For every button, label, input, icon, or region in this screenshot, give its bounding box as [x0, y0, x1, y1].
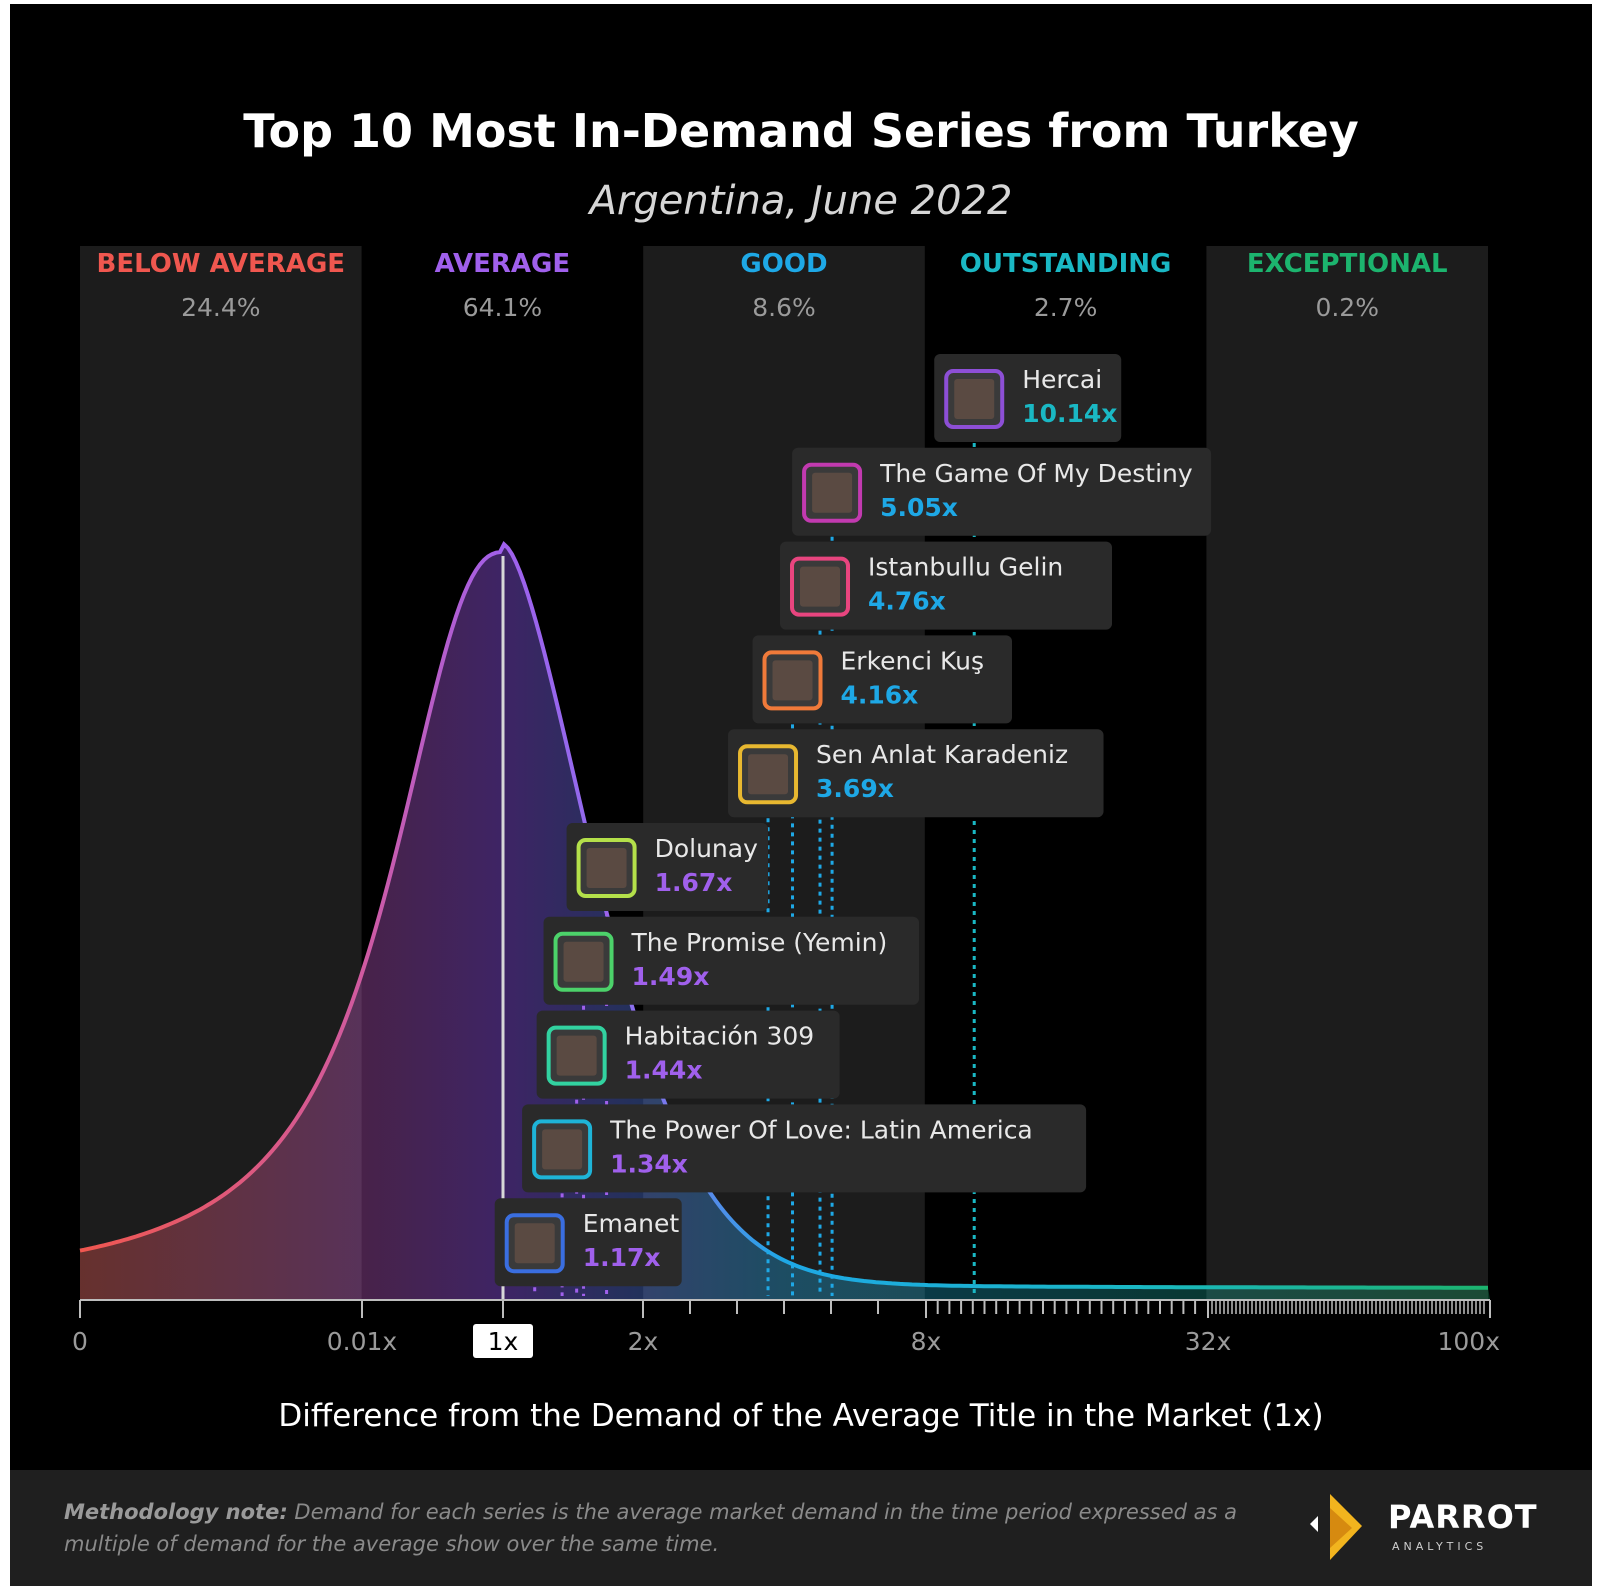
parrot-logo-icon: [1310, 1494, 1362, 1560]
thumbnail-image: [542, 1129, 583, 1170]
band-percent-average: 64.1%: [463, 293, 542, 322]
logo-subtitle: ANALYTICS: [1392, 1540, 1488, 1553]
demand-distribution-chart: BELOW AVERAGE 24.4% AVERAGE 64.1% GOOD 8.6% OU…: [72, 246, 1500, 1358]
thumbnail-image: [563, 941, 604, 982]
chart-card: Top 10 Most In-Demand Series from Turkey…: [10, 4, 1592, 1586]
thumbnail-image: [954, 379, 995, 419]
series-name-the-game-of-my-destiny: The Game Of My Destiny: [879, 459, 1193, 488]
card-bg: [522, 1104, 1087, 1193]
tick-label-0: 0: [72, 1327, 88, 1356]
thumbnail-image: [556, 1035, 597, 1076]
tick-label-0-01x: 0.01x: [327, 1327, 397, 1356]
tick-label-100x: 100x: [1437, 1327, 1500, 1356]
series-card-sen-anlat-karadeniz: Sen Anlat Karadeniz 3.69x: [728, 729, 1104, 818]
thumbnail-image: [748, 754, 789, 795]
thumbnail-image: [800, 566, 841, 607]
card-bg: [780, 541, 1113, 630]
band-bg-exceptional: [1206, 246, 1488, 1300]
distribution-curve: [79, 541, 1488, 1290]
chart-title: Top 10 Most In-Demand Series from Turkey: [243, 104, 1359, 158]
band-percent-exceptional: 0.2%: [1315, 293, 1379, 322]
series-name-the-power-of-love-latin-america: The Power Of Love: Latin America: [609, 1115, 1033, 1144]
series-card-the-game-of-my-destiny: The Game Of My Destiny 5.05x: [792, 447, 1212, 536]
series-value-the-promise-yemin: 1.49x: [632, 962, 710, 991]
thumbnail-image: [586, 848, 627, 888]
tick-label-2x: 2x: [628, 1327, 659, 1356]
series-name-dolunay: Dolunay: [655, 834, 759, 863]
band-label-good: GOOD: [740, 249, 827, 279]
series-value-erkenci-ku: 4.16x: [841, 680, 919, 709]
series-card-habitaci-n-309: Habitación 309 1.44x: [536, 1010, 840, 1099]
series-card-istanbullu-gelin: Istanbullu Gelin 4.76x: [780, 541, 1113, 630]
series-name-erkenci-ku: Erkenci Kuş: [841, 646, 985, 675]
chart-subtitle: Argentina, June 2022: [589, 178, 1013, 224]
footer: Methodology note: Demand for each series…: [10, 1470, 1592, 1586]
tick-label-32x: 32x: [1185, 1327, 1232, 1356]
series-card-hercai: Hercai 10.14x: [934, 354, 1122, 442]
series-value-habitaci-n-309: 1.44x: [625, 1056, 703, 1085]
series-value-sen-anlat-karadeniz: 3.69x: [816, 774, 894, 803]
distribution-area: [80, 544, 1490, 1300]
methodology-note: Methodology note: Demand for each series…: [64, 1496, 1264, 1560]
card-bg: [792, 447, 1212, 536]
series-value-the-power-of-love-latin-america: 1.34x: [610, 1149, 688, 1178]
methodology-note-text: Demand for each series is the average ma…: [64, 1500, 1238, 1556]
series-value-the-game-of-my-destiny: 5.05x: [880, 493, 958, 522]
x-axis-label: Difference from the Demand of the Averag…: [278, 1398, 1324, 1434]
band-label-exceptional: EXCEPTIONAL: [1247, 249, 1448, 279]
card-bg: [543, 916, 920, 1005]
series-card-the-promise-yemin: The Promise (Yemin) 1.49x: [543, 916, 920, 1005]
tick-label-1x: 1x: [488, 1327, 519, 1356]
series-value-emanet: 1.17x: [583, 1243, 661, 1272]
parrot-logo: PARROT ANALYTICS: [1300, 1490, 1560, 1570]
card-bg: [728, 729, 1104, 818]
series-card-the-power-of-love-latin-america: The Power Of Love: Latin America 1.34x: [522, 1104, 1087, 1193]
series-name-istanbullu-gelin: Istanbullu Gelin: [868, 553, 1063, 582]
series-name-hercai: Hercai: [1022, 365, 1102, 394]
series-card-dolunay: Dolunay 1.67x: [566, 823, 769, 911]
band-percent-outstanding: 2.7%: [1034, 293, 1098, 322]
thumbnail-image: [812, 472, 853, 513]
series-value-hercai: 10.14x: [1022, 399, 1117, 428]
thumbnail-image: [514, 1223, 555, 1264]
thumbnail-image: [772, 660, 813, 701]
logo-name: PARROT: [1388, 1498, 1538, 1536]
tick-highlight-box: [473, 1324, 533, 1358]
series-card-erkenci-ku: Erkenci Kuş 4.16x: [752, 635, 1013, 724]
band-percent-below-average: 24.4%: [181, 293, 260, 322]
methodology-note-label: Methodology note:: [64, 1500, 288, 1524]
band-label-below-average: BELOW AVERAGE: [97, 249, 346, 279]
series-name-emanet: Emanet: [583, 1209, 680, 1238]
band-percent-good: 8.6%: [752, 293, 816, 322]
card-bg: [536, 1010, 840, 1099]
series-name-sen-anlat-karadeniz: Sen Anlat Karadeniz: [816, 740, 1068, 769]
series-value-istanbullu-gelin: 4.76x: [868, 587, 946, 616]
band-label-outstanding: OUTSTANDING: [960, 249, 1172, 279]
series-name-habitaci-n-309: Habitación 309: [625, 1022, 815, 1051]
tick-label-8x: 8x: [911, 1327, 942, 1356]
band-label-average: AVERAGE: [435, 249, 570, 279]
series-value-dolunay: 1.67x: [655, 868, 733, 897]
series-card-emanet: Emanet 1.17x: [494, 1198, 682, 1287]
series-name-the-promise-yemin: The Promise (Yemin): [631, 928, 888, 957]
